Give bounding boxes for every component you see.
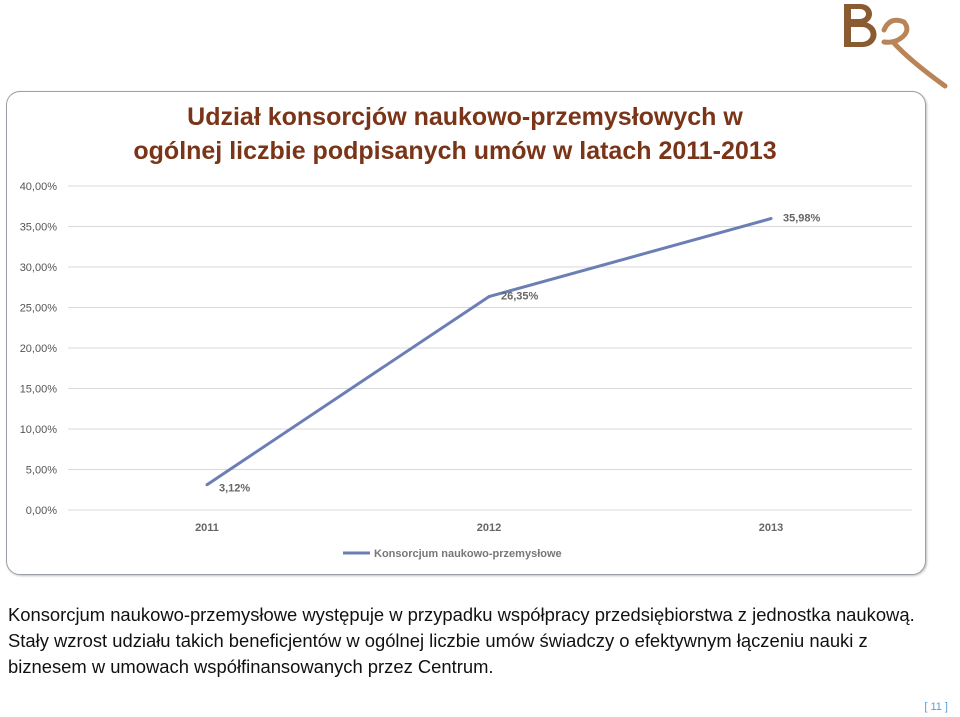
y-tick-label: 0,00% <box>26 505 57 517</box>
y-tick-label: 35,00% <box>20 222 58 234</box>
y-tick-label: 20,00% <box>20 343 58 355</box>
data-point <box>487 295 491 299</box>
x-tick-label: 2012 <box>477 522 501 534</box>
data-label: 3,12% <box>219 483 250 495</box>
data-label: 35,98% <box>783 213 821 225</box>
data-point <box>205 483 209 487</box>
x-tick-label: 2011 <box>195 522 219 534</box>
chart-title-line-1: Udział konsorcjów naukowo-przemysłowych … <box>187 103 743 131</box>
chart-panel <box>6 91 926 575</box>
y-tick-label: 30,00% <box>20 262 58 274</box>
chart-title-line-2: ogólnej liczbie podpisanych umów w latac… <box>133 137 777 165</box>
br-logo <box>844 4 948 89</box>
y-tick-label: 10,00% <box>20 424 58 436</box>
y-tick-label: 40,00% <box>20 181 58 193</box>
page-number: [ 11 ] <box>924 701 948 713</box>
x-tick-label: 2013 <box>759 522 783 534</box>
y-tick-label: 25,00% <box>20 303 58 315</box>
y-tick-label: 15,00% <box>20 384 58 396</box>
series-line <box>206 217 772 486</box>
data-point <box>769 217 773 221</box>
y-tick-label: 5,00% <box>26 465 57 477</box>
data-label: 26,35% <box>501 291 539 303</box>
description-text: Konsorcjum naukowo-przemysłowe występuje… <box>8 604 915 677</box>
legend-label: Konsorcjum naukowo-przemysłowe <box>374 548 562 560</box>
